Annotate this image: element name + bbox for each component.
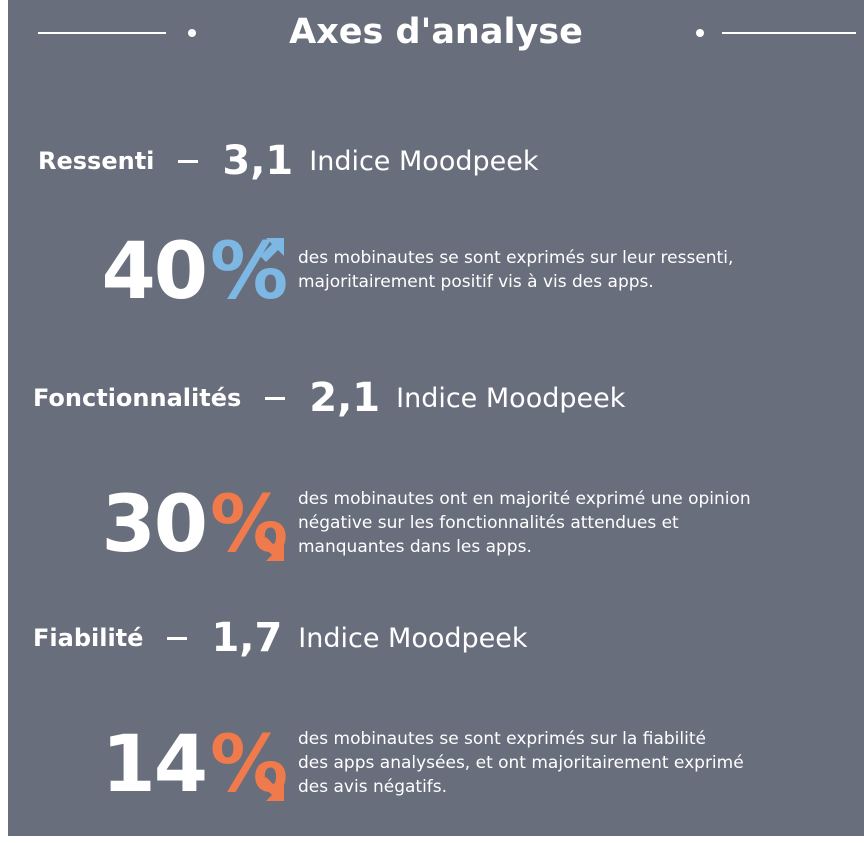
- dash: [178, 159, 199, 163]
- share-number: 40: [101, 227, 208, 317]
- title: Axes d'analyse: [289, 12, 583, 52]
- arrow: [260, 238, 284, 262]
- infographic: Axes d'analyse Ressenti 3,1 Indice Moodpee…: [8, 0, 864, 836]
- score: 2,1: [309, 375, 381, 421]
- share-number: 14: [101, 720, 208, 810]
- dash: [265, 396, 286, 400]
- description: des mobinautes ont en majorité exprimé u…: [298, 487, 751, 559]
- dot: [188, 29, 196, 37]
- section-label: Fonctionnalités: [33, 384, 242, 412]
- arrow: [260, 537, 284, 561]
- description-line: majoritairement positif vis à vis des ap…: [298, 272, 654, 292]
- trend-arrow: [260, 238, 284, 262]
- score-label: Indice Moodpeek: [396, 382, 626, 414]
- description-line: des mobinautes se sont exprimés sur leur…: [298, 248, 734, 268]
- section-label: Fiabilité: [33, 624, 144, 652]
- divider: [38, 32, 166, 34]
- description: des mobinautes se sont exprimés sur la f…: [298, 727, 744, 799]
- section-label: Ressenti: [38, 147, 155, 175]
- divider: [722, 32, 856, 34]
- description-line: des mobinautes ont en majorité exprimé u…: [298, 489, 751, 509]
- arrow: [260, 777, 284, 801]
- description-line: manquantes dans les apps.: [298, 537, 532, 557]
- dot: [696, 29, 704, 37]
- section-heading: Fonctionnalités 2,1 Indice Moodpeek: [33, 375, 625, 421]
- description-line: des apps analysées, et ont majoritaireme…: [298, 753, 744, 773]
- section-heading: Fiabilité 1,7 Indice Moodpeek: [33, 615, 528, 661]
- score-label: Indice Moodpeek: [309, 145, 539, 177]
- score: 3,1: [222, 138, 294, 184]
- score: 1,7: [211, 615, 283, 661]
- score-label: Indice Moodpeek: [298, 622, 528, 654]
- share-number: 30: [101, 480, 208, 570]
- section-heading: Ressenti 3,1 Indice Moodpeek: [38, 138, 538, 184]
- description-line: négative sur les fonctionnalités attendu…: [298, 513, 679, 533]
- trend-arrow: [260, 777, 284, 801]
- description: des mobinautes se sont exprimés sur leur…: [298, 246, 733, 294]
- dash: [167, 636, 188, 640]
- trend-arrow: [260, 537, 284, 561]
- description-line: des avis négatifs.: [298, 777, 448, 797]
- description-line: des mobinautes se sont exprimés sur la f…: [298, 729, 706, 749]
